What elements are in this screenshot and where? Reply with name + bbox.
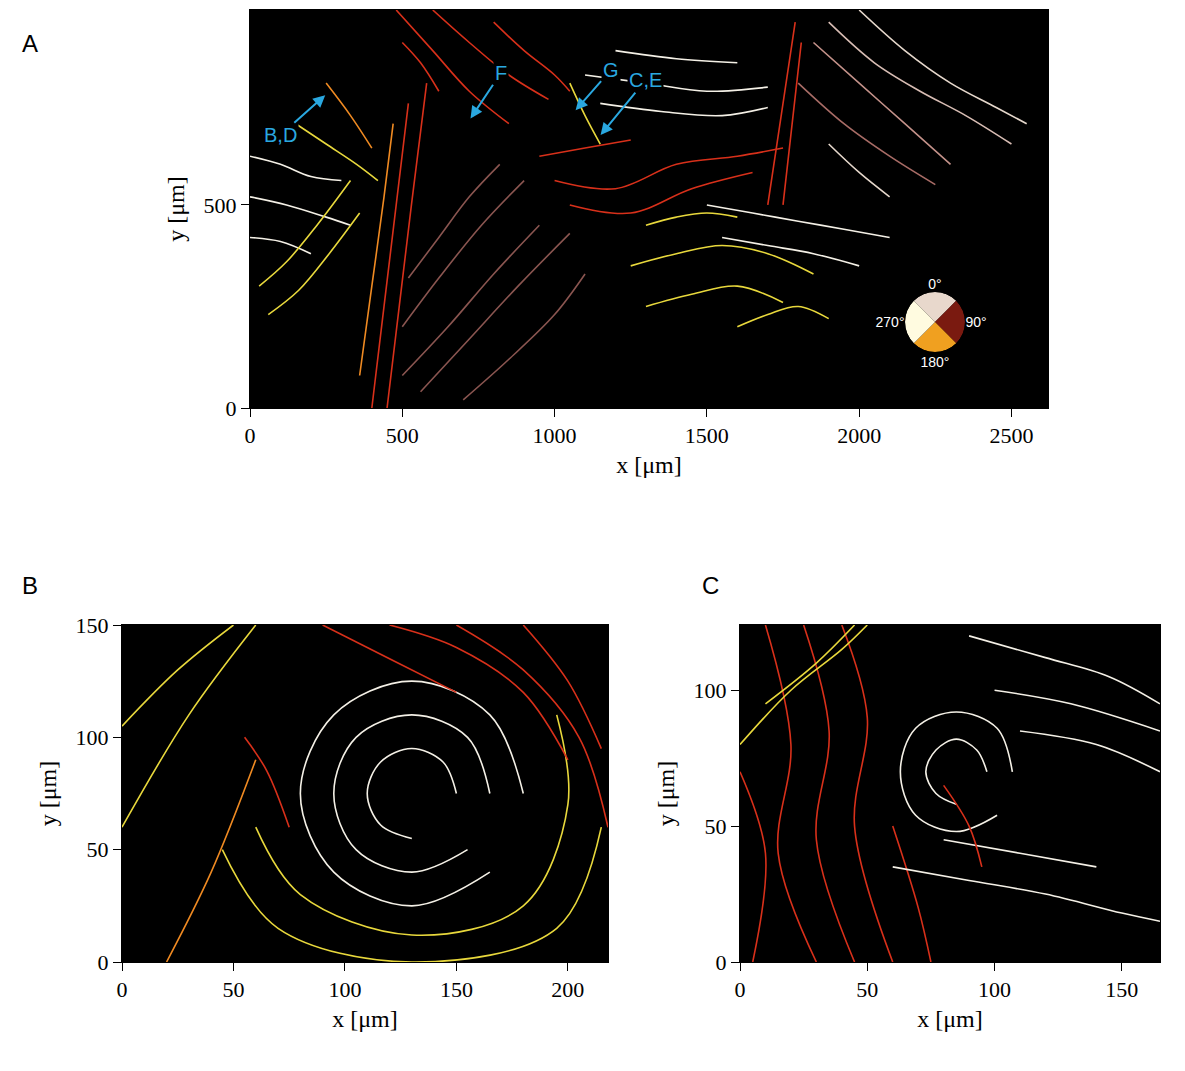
svg-text:x [μm]: x [μm] bbox=[616, 452, 682, 478]
svg-text:500: 500 bbox=[204, 193, 237, 218]
svg-text:200: 200 bbox=[551, 977, 584, 1002]
svg-text:50: 50 bbox=[856, 977, 878, 1002]
svg-text:0°: 0° bbox=[928, 276, 941, 292]
svg-text:0: 0 bbox=[735, 977, 746, 1002]
svg-text:y [μm]: y [μm] bbox=[35, 761, 61, 827]
svg-text:500: 500 bbox=[386, 423, 419, 448]
svg-text:0: 0 bbox=[226, 396, 237, 421]
svg-text:x [μm]: x [μm] bbox=[917, 1006, 983, 1032]
svg-text:270°: 270° bbox=[876, 314, 905, 330]
svg-text:2500: 2500 bbox=[989, 423, 1033, 448]
svg-text:B,D: B,D bbox=[264, 124, 297, 146]
svg-text:B: B bbox=[22, 572, 38, 599]
svg-text:2000: 2000 bbox=[837, 423, 881, 448]
svg-text:150: 150 bbox=[440, 977, 473, 1002]
svg-text:150: 150 bbox=[76, 613, 109, 638]
svg-text:y [μm]: y [μm] bbox=[163, 176, 189, 242]
svg-text:1000: 1000 bbox=[533, 423, 577, 448]
svg-text:F: F bbox=[495, 62, 507, 84]
svg-text:50: 50 bbox=[705, 814, 727, 839]
svg-text:C: C bbox=[702, 572, 719, 599]
svg-text:1500: 1500 bbox=[685, 423, 729, 448]
svg-text:100: 100 bbox=[978, 977, 1011, 1002]
svg-text:50: 50 bbox=[87, 837, 109, 862]
svg-text:100: 100 bbox=[694, 678, 727, 703]
svg-text:C,E: C,E bbox=[629, 69, 662, 91]
svg-text:100: 100 bbox=[76, 725, 109, 750]
svg-text:50: 50 bbox=[222, 977, 244, 1002]
svg-text:150: 150 bbox=[1105, 977, 1138, 1002]
svg-text:90°: 90° bbox=[966, 314, 987, 330]
svg-text:0: 0 bbox=[98, 950, 109, 975]
svg-text:0: 0 bbox=[117, 977, 128, 1002]
svg-text:0: 0 bbox=[716, 950, 727, 975]
svg-text:y [μm]: y [μm] bbox=[653, 761, 679, 827]
svg-text:G: G bbox=[603, 59, 619, 81]
svg-text:x [μm]: x [μm] bbox=[332, 1006, 398, 1032]
svg-text:0: 0 bbox=[245, 423, 256, 448]
svg-text:A: A bbox=[22, 30, 38, 57]
svg-text:100: 100 bbox=[328, 977, 361, 1002]
svg-text:180°: 180° bbox=[921, 354, 950, 370]
